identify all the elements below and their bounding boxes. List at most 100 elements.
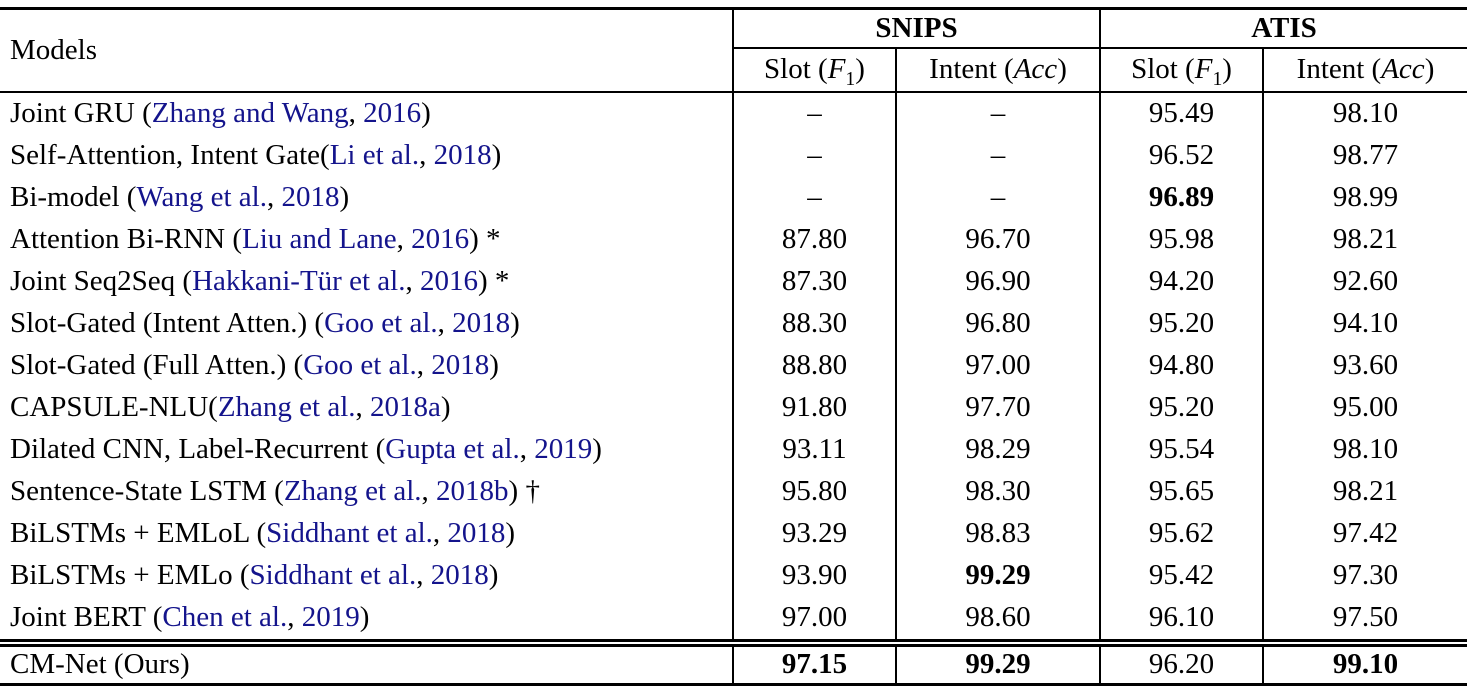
citation-link-authors[interactable]: Hakkani-Tür et al. bbox=[192, 265, 406, 298]
column-group-snips: SNIPS bbox=[731, 8, 1101, 49]
atis-intent-value-cell: 97.30 bbox=[1262, 555, 1467, 597]
atis-intent-value-cell: 98.21 bbox=[1262, 219, 1467, 261]
atis-slot-value-cell: 94.80 bbox=[1099, 345, 1264, 387]
model-name-text: Bi-model ( bbox=[10, 181, 137, 214]
results-table: Models SNIPS ATIS Slot (F1) Intent (Acc)… bbox=[0, 7, 1467, 686]
citation-link-year[interactable]: 2019 bbox=[301, 601, 360, 634]
citation-link-authors[interactable]: Wang et al. bbox=[136, 181, 267, 214]
column-header-atis-slot: Slot (F1) bbox=[1099, 48, 1264, 93]
atis-slot-value-cell: 96.89 bbox=[1099, 177, 1264, 219]
snips-intent-value-cell: – bbox=[894, 177, 1101, 219]
citation-link-authors[interactable]: Zhang and Wang bbox=[151, 97, 349, 130]
model-name-cell: Slot-Gated (Intent Atten.) (Goo et al., … bbox=[0, 303, 733, 345]
model-name-suffix: ) bbox=[488, 559, 499, 592]
snips-intent-value-cell: 99.29 bbox=[894, 555, 1101, 597]
atis-slot-value-cell: 95.54 bbox=[1099, 429, 1264, 471]
model-name-cell: Joint Seq2Seq (Hakkani-Tür et al., 2016)… bbox=[0, 261, 733, 303]
snips-slot-value-cell: 97.00 bbox=[732, 597, 896, 643]
metric-symbol: F bbox=[1194, 53, 1213, 86]
citation-link-authors[interactable]: Liu and Lane bbox=[242, 223, 397, 256]
model-name-cell: Self-Attention, Intent Gate(Li et al., 2… bbox=[0, 135, 733, 177]
citation-link-authors[interactable]: Gupta et al. bbox=[385, 433, 520, 466]
model-name-suffix: ) bbox=[421, 97, 431, 130]
model-name-text: BiLSTMs + EMLo ( bbox=[10, 559, 250, 592]
model-name-suffix: ) bbox=[505, 517, 516, 550]
citation-link-authors[interactable]: Goo et al. bbox=[324, 307, 438, 340]
model-name-cell: Bi-model (Wang et al., 2018) bbox=[0, 177, 733, 219]
citation-link-authors[interactable]: Zhang et al. bbox=[217, 391, 356, 424]
metric-symbol: Acc bbox=[1381, 53, 1425, 86]
citation-link-year[interactable]: 2018 bbox=[431, 349, 490, 382]
citation-link-authors[interactable]: Siddhant et al. bbox=[266, 517, 433, 550]
model-name-cell: Joint GRU (Zhang and Wang, 2016) bbox=[0, 92, 733, 135]
atis-intent-value-cell: 93.60 bbox=[1262, 345, 1467, 387]
citation-link-year[interactable]: 2019 bbox=[534, 433, 593, 466]
citation-link-year[interactable]: 2018 bbox=[447, 517, 506, 550]
atis-intent-value-cell: 97.50 bbox=[1262, 597, 1467, 643]
metric-symbol: Acc bbox=[1013, 53, 1058, 86]
model-name-text: Slot-Gated (Full Atten.) ( bbox=[10, 349, 304, 382]
citation-separator: , bbox=[396, 223, 412, 256]
table-row: Dilated CNN, Label-Recurrent (Gupta et a… bbox=[0, 429, 1467, 471]
snips-slot-value-cell: 87.30 bbox=[732, 261, 896, 303]
model-name-text: Self-Attention, Intent Gate( bbox=[10, 139, 330, 172]
snips-slot-value-cell: 88.80 bbox=[732, 345, 896, 387]
atis-intent-value-cell: 92.60 bbox=[1262, 261, 1467, 303]
model-name-text: Attention Bi-RNN ( bbox=[10, 223, 242, 256]
citation-link-year[interactable]: 2016 bbox=[411, 223, 470, 256]
citation-link-year[interactable]: 2018 bbox=[281, 181, 340, 214]
model-name-cell: CAPSULE-NLU(Zhang et al., 2018a) bbox=[0, 387, 733, 429]
model-name-suffix: ) † bbox=[508, 475, 540, 508]
citation-separator: , bbox=[421, 475, 437, 508]
model-name-cell: Sentence-State LSTM (Zhang et al., 2018b… bbox=[0, 471, 733, 513]
table-row: Self-Attention, Intent Gate(Li et al., 2… bbox=[0, 135, 1467, 177]
citation-link-authors[interactable]: Chen et al. bbox=[162, 601, 288, 634]
citation-link-year[interactable]: 2016 bbox=[419, 265, 478, 298]
citation-link-authors[interactable]: Li et al. bbox=[329, 139, 420, 172]
atis-intent-value-cell: 98.77 bbox=[1262, 135, 1467, 177]
snips-intent-value-cell: 98.30 bbox=[894, 471, 1101, 513]
model-name-text: Slot-Gated (Intent Atten.) ( bbox=[10, 307, 325, 340]
snips-intent-value-cell: 96.80 bbox=[894, 303, 1101, 345]
snips-intent-value-cell: – bbox=[894, 92, 1101, 135]
table-row: Slot-Gated (Full Atten.) (Goo et al., 20… bbox=[0, 345, 1467, 387]
citation-link-year[interactable]: 2018a bbox=[370, 391, 441, 424]
metric-subscript: 1 bbox=[845, 67, 856, 90]
citation-link-year[interactable]: 2018b bbox=[436, 475, 509, 508]
snips-slot-value-cell: 93.90 bbox=[732, 555, 896, 597]
atis-slot-value-cell: 95.42 bbox=[1099, 555, 1264, 597]
model-name-cell: Attention Bi-RNN (Liu and Lane, 2016) * bbox=[0, 219, 733, 261]
snips-intent-value-cell: 97.70 bbox=[894, 387, 1101, 429]
snips-intent-value-cell: 98.60 bbox=[894, 597, 1101, 643]
citation-link-year[interactable]: 2018 bbox=[430, 559, 489, 592]
snips-slot-value-cell: 91.80 bbox=[732, 387, 896, 429]
atis-slot-value-cell: 95.20 bbox=[1099, 303, 1264, 345]
table-row: Joint BERT (Chen et al., 2019) 97.00 98.… bbox=[0, 597, 1467, 643]
metric-label: Intent ( bbox=[929, 53, 1014, 86]
atis-slot-value-cell: 96.10 bbox=[1099, 597, 1264, 643]
model-name-text: Joint BERT ( bbox=[10, 601, 163, 634]
citation-link-year[interactable]: 2016 bbox=[363, 97, 422, 130]
snips-intent-value-cell: 96.70 bbox=[894, 219, 1101, 261]
snips-slot-value-cell: 88.30 bbox=[732, 303, 896, 345]
model-name-suffix: ) bbox=[510, 307, 520, 340]
atis-intent-value-cell: 99.10 bbox=[1262, 639, 1467, 685]
model-name-suffix: ) bbox=[359, 601, 370, 634]
header-row-metrics: Slot (F1) Intent (Acc) Slot (F1) Intent … bbox=[0, 48, 1467, 93]
snips-slot-value-cell: – bbox=[732, 177, 896, 219]
citation-link-authors[interactable]: Goo et al. bbox=[303, 349, 417, 382]
model-name-suffix: ) bbox=[489, 349, 499, 382]
citation-separator: , bbox=[519, 433, 535, 466]
citation-link-year[interactable]: 2018 bbox=[433, 139, 492, 172]
citation-link-authors[interactable]: Zhang et al. bbox=[283, 475, 422, 508]
column-group-atis: ATIS bbox=[1099, 8, 1467, 49]
metric-symbol: F bbox=[827, 53, 846, 86]
snips-intent-value-cell: – bbox=[894, 135, 1101, 177]
citation-link-authors[interactable]: Siddhant et al. bbox=[249, 559, 417, 592]
citation-separator: , bbox=[287, 601, 302, 634]
column-header-snips-intent: Intent (Acc) bbox=[894, 48, 1101, 93]
citation-link-year[interactable]: 2018 bbox=[452, 307, 511, 340]
citation-separator: , bbox=[437, 307, 453, 340]
metric-label-suffix: ) bbox=[1057, 53, 1067, 86]
citation-separator: , bbox=[419, 139, 434, 172]
